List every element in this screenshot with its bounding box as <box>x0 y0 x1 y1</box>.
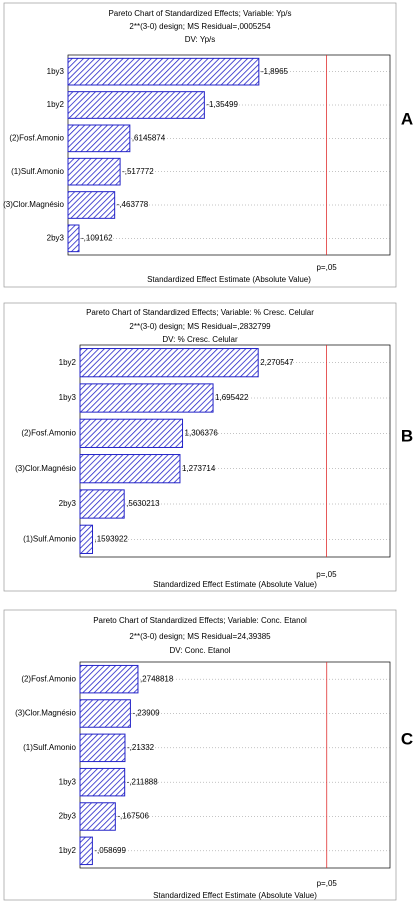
value-label: -,517772 <box>122 167 154 176</box>
bar <box>79 348 259 378</box>
bar <box>67 124 131 153</box>
value-label: -,211888 <box>127 777 159 786</box>
y-tick-label: (3)Clor.Magnésio <box>15 709 76 718</box>
reference-label: p=,05 <box>316 263 337 272</box>
bar <box>79 454 181 484</box>
chart-title: DV: % Cresc. Celular <box>162 335 238 344</box>
y-tick-label: 2by3 <box>59 499 77 508</box>
bar <box>67 157 121 186</box>
value-label: -1,35499 <box>206 100 238 109</box>
bar <box>79 699 131 728</box>
value-label: 1,273714 <box>182 464 216 473</box>
value-label: -,23909 <box>132 709 160 718</box>
y-tick-label: 1by2 <box>59 846 77 855</box>
y-tick-label: 1by3 <box>59 393 77 402</box>
chart-frame <box>3 609 397 901</box>
value-label: ,5630213 <box>126 499 160 508</box>
y-tick-label: (2)Fosf.Amonio <box>9 133 64 142</box>
y-tick-label: 1by3 <box>59 777 77 786</box>
y-tick-label: (2)Fosf.Amonio <box>21 428 76 437</box>
x-axis-title: Standardized Effect Estimate (Absolute V… <box>147 275 311 284</box>
bar <box>67 191 116 219</box>
y-tick-label: 1by2 <box>47 100 65 109</box>
bar <box>79 418 184 448</box>
value-label: ,2748818 <box>140 674 174 683</box>
chart-title: Pareto Chart of Standardized Effects; Va… <box>108 9 291 18</box>
y-tick-label: 2by3 <box>59 812 77 821</box>
y-tick-label: 1by3 <box>47 67 65 76</box>
bar <box>79 802 116 831</box>
y-tick-label: (3)Clor.Magnésio <box>3 200 64 209</box>
chart-title: 2**(3-0) design; MS Residual=,0005254 <box>129 22 271 31</box>
y-tick-label: (2)Fosf.Amonio <box>21 674 76 683</box>
plot-area <box>67 54 391 256</box>
value-label: 1,695422 <box>215 393 249 402</box>
y-tick-label: (1)Sulf.Amonio <box>11 167 64 176</box>
bar <box>79 836 93 866</box>
y-tick-label: 2by3 <box>47 233 65 242</box>
bar <box>79 733 126 763</box>
value-label: 1,306376 <box>185 428 219 437</box>
chart-title: 2**(3-0) design; MS Residual=,2832799 <box>129 322 271 331</box>
bar <box>67 91 205 119</box>
value-label: ,6145874 <box>132 133 166 142</box>
chart-title: 2**(3-0) design; MS Residual=24,39385 <box>129 632 271 641</box>
bar <box>79 489 125 519</box>
value-label: -,109162 <box>81 233 113 242</box>
chart-title: DV: Yp/s <box>185 35 216 44</box>
y-tick-label: (1)Sulf.Amonio <box>23 743 76 752</box>
value-label: ,1593922 <box>95 534 129 543</box>
value-label: 2,270547 <box>260 358 294 367</box>
reference-label: p=,05 <box>317 879 338 888</box>
y-tick-label: 1by2 <box>59 358 77 367</box>
value-label: -,463778 <box>117 200 149 209</box>
x-axis-title: Standardized Effect Estimate (Absolute V… <box>153 891 317 900</box>
bar <box>79 767 126 797</box>
value-label: -,058699 <box>94 846 126 855</box>
bar <box>79 383 214 413</box>
y-tick-label: (3)Clor.Magnésio <box>15 464 76 473</box>
chart-frame <box>3 302 397 592</box>
chart-title: Pareto Chart of Standardized Effects; Va… <box>86 308 314 317</box>
chart-title: DV: Conc. Etanol <box>169 646 230 655</box>
bar <box>79 664 139 694</box>
value-label: -1,8965 <box>261 67 289 76</box>
value-label: -,167506 <box>117 812 149 821</box>
bar <box>79 524 94 554</box>
value-label: -,21332 <box>127 743 155 752</box>
plot-area <box>79 344 391 558</box>
chart-frame <box>3 2 397 288</box>
panel-label: C <box>401 729 413 748</box>
panel-label: A <box>401 109 413 128</box>
bar <box>67 224 80 253</box>
y-tick-label: (1)Sulf.Amonio <box>23 534 76 543</box>
panel-label: B <box>401 426 413 445</box>
bar <box>67 57 260 86</box>
plot-area <box>79 661 391 869</box>
x-axis-title: Standardized Effect Estimate (Absolute V… <box>153 580 317 589</box>
chart-title: Pareto Chart of Standardized Effects; Va… <box>93 616 307 625</box>
reference-label: p=,05 <box>316 570 337 579</box>
